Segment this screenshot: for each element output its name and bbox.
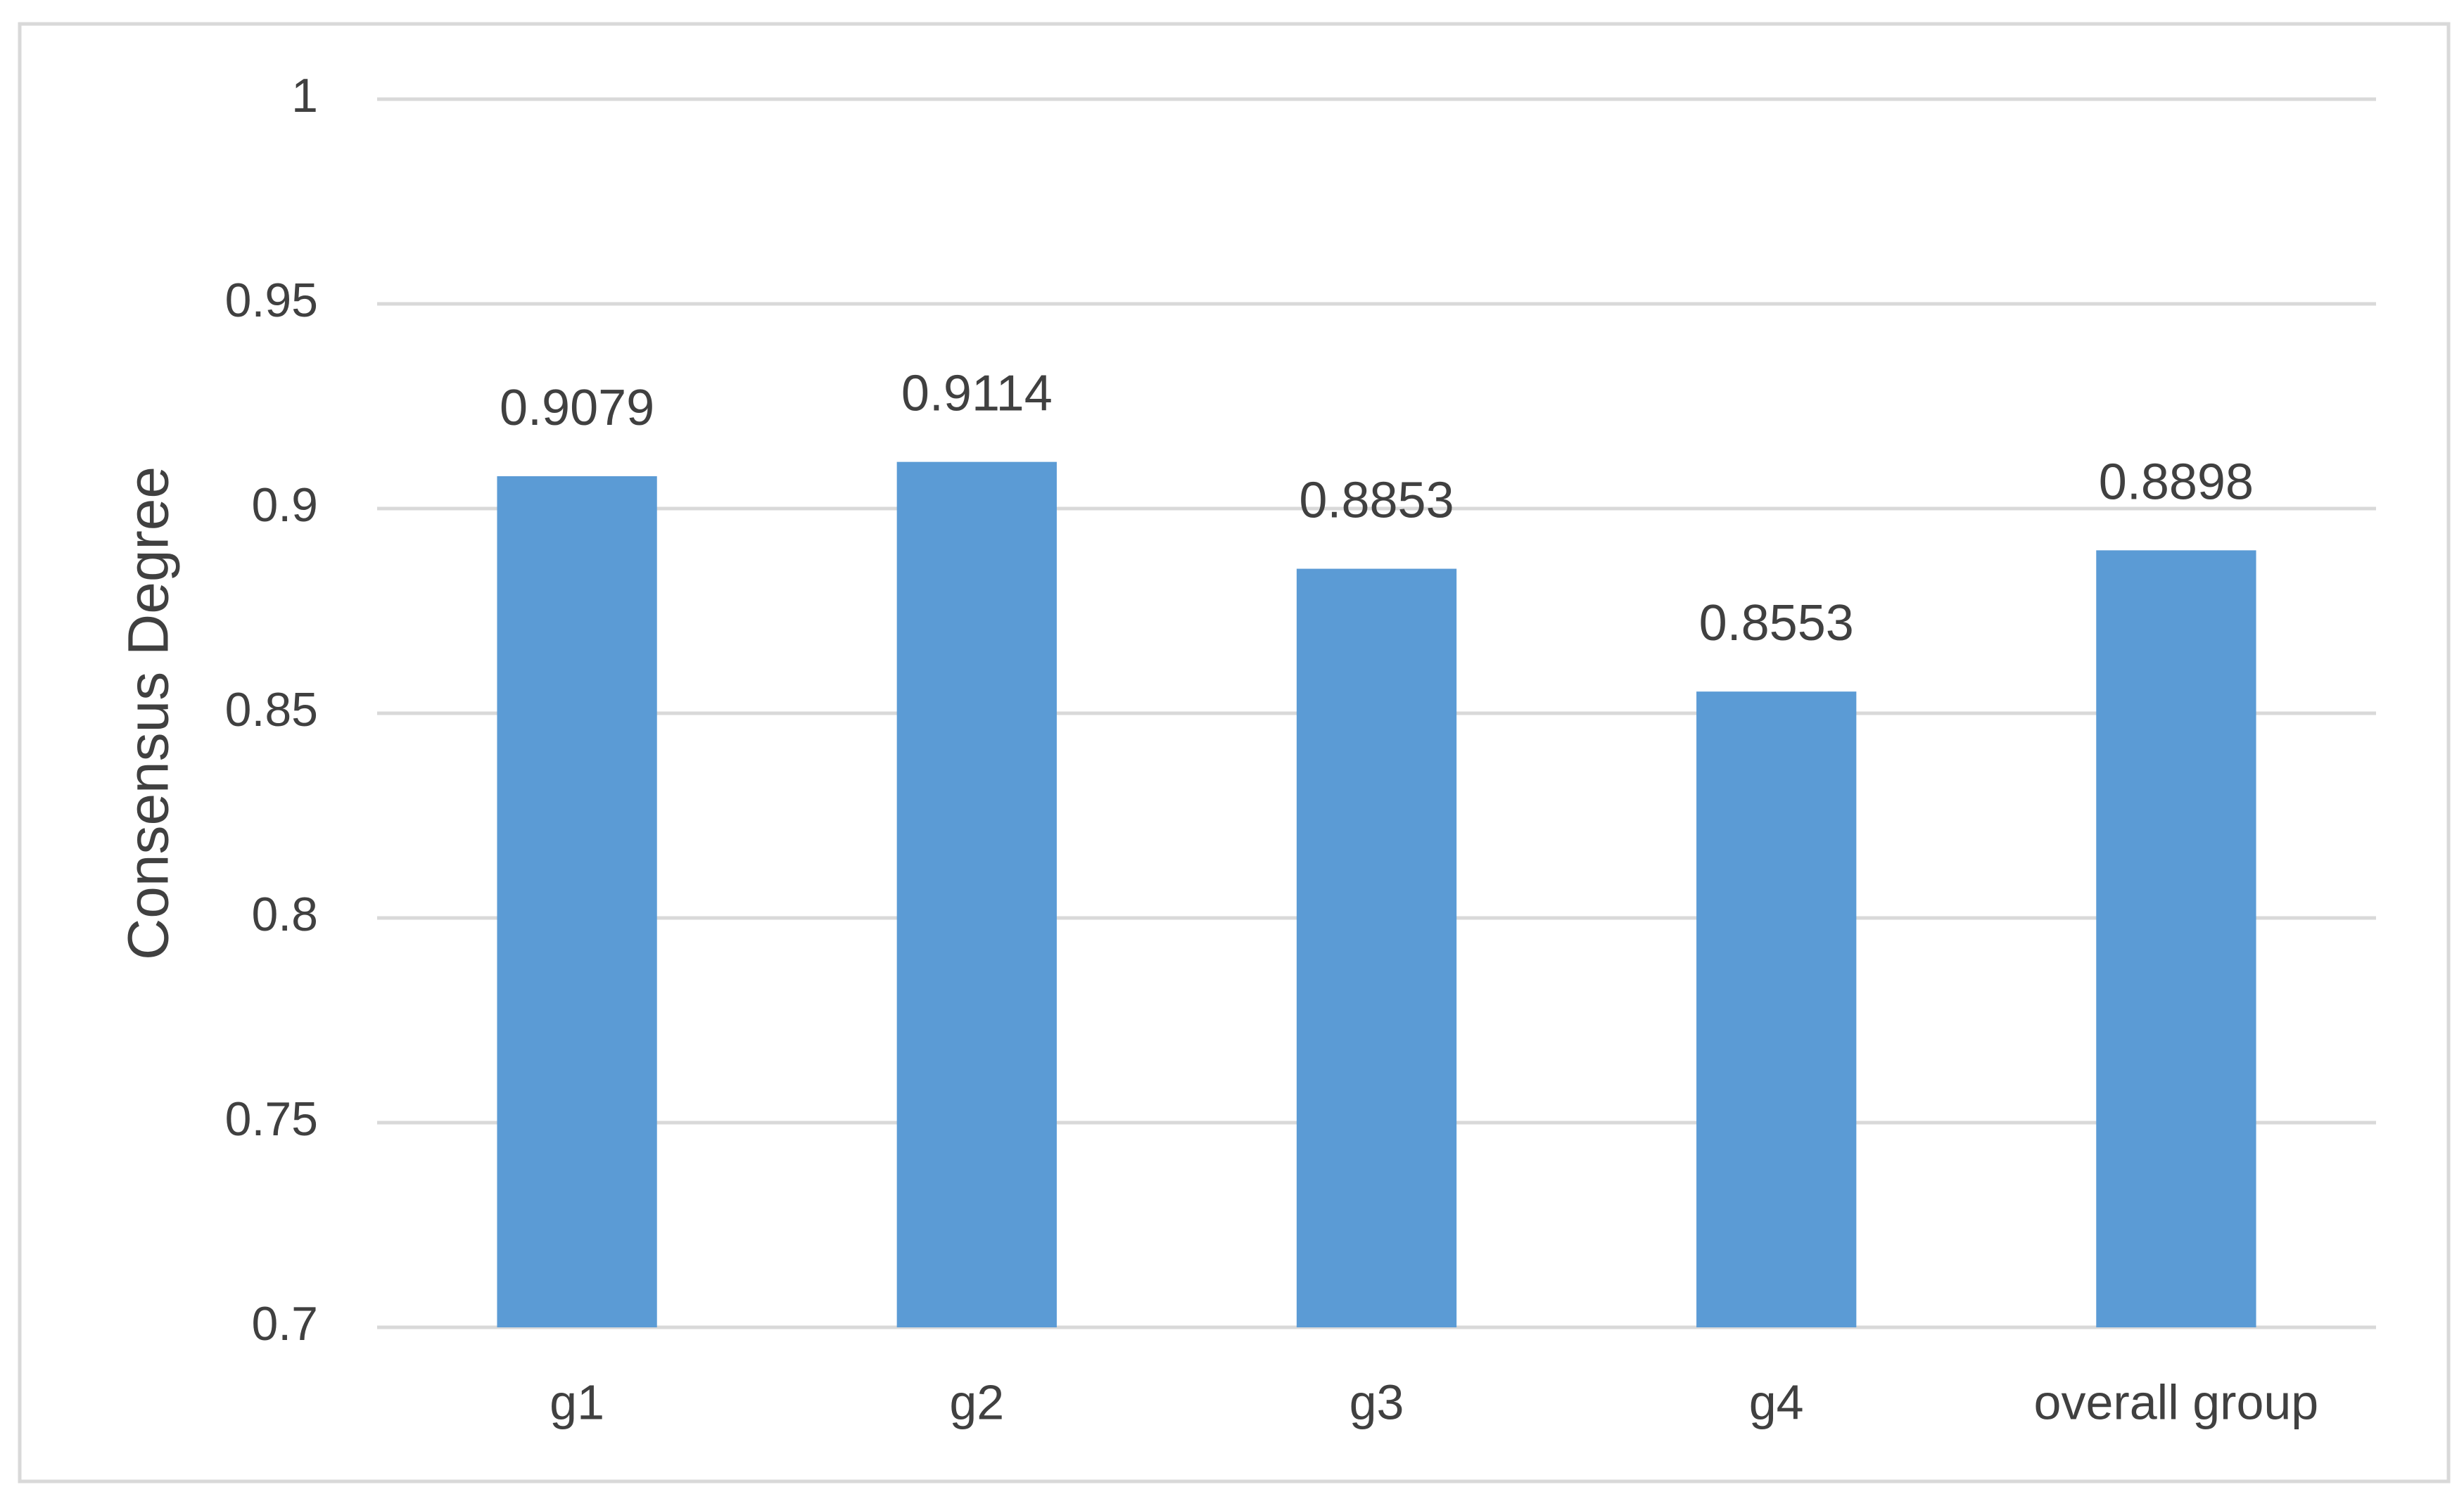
value-label: 0.9114 (901, 366, 1053, 422)
bar (1296, 568, 1457, 1328)
value-label: 0.8553 (1699, 595, 1854, 651)
bar (497, 476, 657, 1327)
y-tick-label: 0.7 (251, 1297, 318, 1351)
x-tick-label: g1 (550, 1374, 604, 1429)
y-tick-label: 0.85 (225, 683, 318, 736)
x-tick-label: overall group (2034, 1374, 2319, 1429)
value-label: 0.8853 (1299, 473, 1454, 529)
y-tick-label: 0.95 (225, 274, 318, 327)
value-label: 0.9079 (500, 380, 654, 436)
value-label: 0.8898 (2099, 454, 2254, 510)
bar (1696, 691, 1857, 1327)
y-tick-label: 1 (291, 69, 318, 122)
y-tick-label: 0.9 (251, 478, 318, 532)
bar (2096, 550, 2256, 1327)
y-axis-title: Consensus Degree (117, 466, 181, 960)
bar (896, 461, 1057, 1327)
chart-border (18, 22, 2451, 1483)
x-tick-label: g2 (949, 1374, 1004, 1429)
x-tick-label: g3 (1350, 1374, 1404, 1429)
x-tick-label: g4 (1749, 1374, 1804, 1429)
y-tick-label: 0.75 (225, 1092, 318, 1146)
y-tick-label: 0.8 (251, 888, 318, 941)
